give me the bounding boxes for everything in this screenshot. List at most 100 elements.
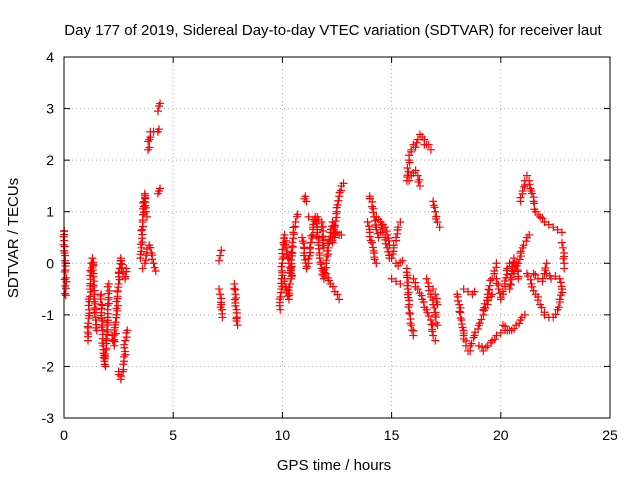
data-point — [91, 316, 100, 325]
plot-frame — [63, 56, 611, 419]
data-point — [301, 192, 310, 201]
data-point — [102, 325, 111, 334]
data-point — [429, 331, 438, 340]
data-point — [404, 278, 413, 287]
data-point — [334, 196, 343, 205]
data-point — [467, 339, 476, 348]
data-point — [319, 232, 328, 241]
data-point — [103, 301, 112, 310]
y-tick-label: -3 — [42, 410, 55, 426]
data-point — [474, 321, 483, 330]
y-tick-label: 3 — [46, 101, 54, 117]
data-point — [289, 223, 298, 232]
data-point — [333, 290, 342, 299]
data-point — [496, 328, 505, 337]
data-point — [475, 319, 484, 328]
data-point — [282, 236, 291, 245]
data-point — [413, 171, 422, 180]
data-point — [559, 254, 568, 263]
y-tick-label: -1 — [42, 307, 55, 323]
data-point — [398, 256, 407, 265]
data-point — [97, 323, 106, 332]
data-point — [61, 291, 70, 300]
data-point — [506, 273, 515, 282]
data-point — [320, 265, 329, 274]
data-point — [60, 267, 69, 276]
data-point — [293, 210, 302, 219]
x-tick-label: 15 — [384, 427, 400, 443]
data-point — [137, 243, 146, 252]
data-point — [522, 237, 531, 246]
data-point — [305, 251, 314, 260]
data-point — [121, 272, 130, 281]
data-point — [426, 145, 435, 154]
data-point — [101, 334, 110, 343]
data-point — [284, 283, 293, 292]
data-point — [232, 317, 241, 326]
data-point — [218, 313, 227, 322]
data-point — [456, 314, 465, 323]
data-point — [556, 278, 565, 287]
data-point — [387, 274, 396, 283]
chart-title: Day 177 of 2019, Sidereal Day-to-day VTE… — [64, 22, 602, 39]
data-point — [150, 263, 159, 272]
data-point — [514, 274, 523, 283]
data-point — [298, 237, 307, 246]
data-point — [555, 274, 564, 283]
data-point — [404, 303, 413, 312]
data-point — [405, 176, 414, 185]
data-point — [111, 318, 120, 327]
data-point — [216, 290, 225, 299]
data-point — [286, 279, 295, 288]
data-point — [396, 218, 405, 227]
data-point — [422, 274, 431, 283]
data-point — [457, 320, 466, 329]
data-point — [484, 285, 493, 294]
data-point — [492, 279, 501, 288]
data-point — [487, 292, 496, 301]
data-point — [551, 310, 560, 319]
data-point — [459, 285, 468, 294]
data-point — [372, 259, 381, 268]
data-point — [533, 296, 542, 305]
data-point — [153, 107, 162, 116]
data-point — [391, 277, 400, 286]
data-point — [542, 259, 551, 268]
data-point — [335, 188, 344, 197]
data-point — [557, 238, 566, 247]
data-point — [319, 236, 328, 245]
data-point — [90, 308, 99, 317]
data-point — [121, 347, 130, 356]
data-point — [560, 264, 569, 273]
data-point — [528, 189, 537, 198]
data-point — [151, 267, 160, 276]
data-point — [403, 281, 412, 290]
data-point — [231, 301, 240, 310]
data-point — [391, 233, 400, 242]
data-point — [409, 274, 418, 283]
data-point — [101, 349, 110, 358]
data-point — [376, 228, 385, 237]
data-point — [407, 145, 416, 154]
axis-ticks — [63, 56, 611, 419]
data-point — [431, 290, 440, 299]
data-point — [365, 232, 374, 241]
y-axis-label: SDTVAR / TECUs — [5, 178, 22, 298]
data-point — [518, 187, 527, 196]
data-point — [328, 236, 337, 245]
data-point — [337, 230, 346, 239]
data-points — [59, 99, 569, 384]
data-point — [287, 256, 296, 265]
data-point — [61, 289, 70, 298]
data-point — [554, 303, 563, 312]
data-point — [315, 254, 324, 263]
data-point — [559, 243, 568, 252]
data-point — [302, 264, 311, 273]
data-point — [498, 287, 507, 296]
data-point — [429, 197, 438, 206]
data-point — [366, 236, 375, 245]
data-point — [551, 272, 560, 281]
data-point — [538, 274, 547, 283]
data-point — [553, 225, 562, 234]
